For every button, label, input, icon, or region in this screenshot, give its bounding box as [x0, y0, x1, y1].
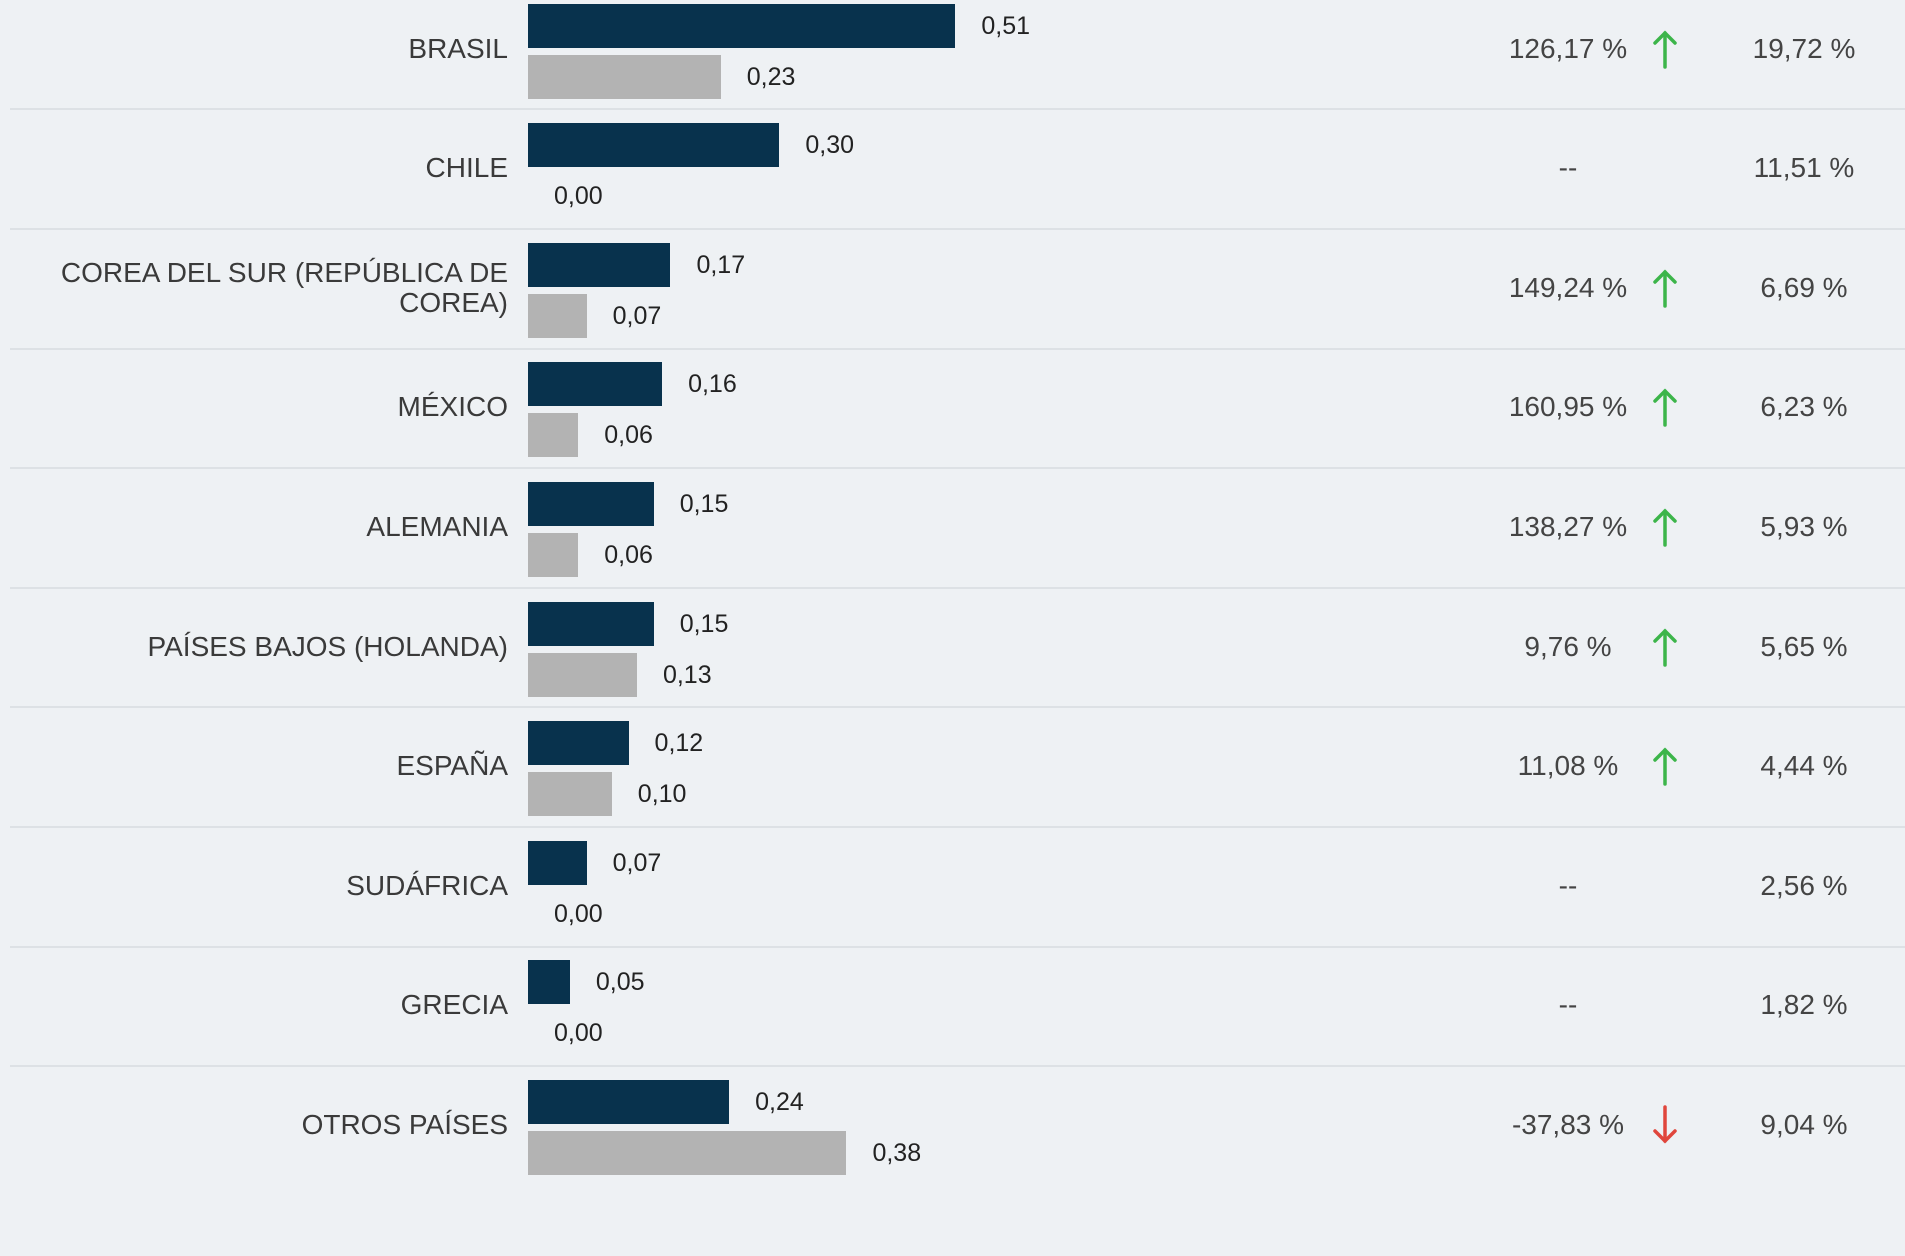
row-separator [10, 706, 1905, 709]
country-label: COREA DEL SUR (REPÚBLICA DE COREA) [60, 256, 508, 318]
change: 149,24 % [1508, 271, 1628, 303]
country-label: MÉXICO [397, 391, 508, 423]
country-label: BRASIL [408, 32, 508, 64]
bar-value-label: 0,06 [604, 421, 653, 450]
row-separator [10, 467, 1905, 470]
row-separator [10, 826, 1905, 828]
trend-arrow [1652, 29, 1678, 69]
bar-value-label: 0,38 [872, 1139, 922, 1167]
bar-value-label: 0,15 [679, 609, 729, 638]
trend-arrow [1652, 627, 1678, 667]
arrow-icon [1653, 508, 1677, 547]
row-separator [10, 586, 1905, 589]
share: 5,93 % [1760, 511, 1848, 542]
bar-previous [528, 652, 637, 697]
bar-current [528, 960, 570, 1005]
change: -- [1558, 152, 1578, 184]
bar-value-label: 0,51 [981, 11, 1031, 40]
bar-current [528, 721, 629, 766]
bar-current [528, 482, 654, 526]
bar-value-label: 0,07 [612, 848, 662, 877]
bar-previous [528, 54, 721, 99]
share: 4,44 % [1760, 750, 1848, 782]
bar-current [528, 242, 671, 287]
change: 9,76 % [1524, 630, 1612, 662]
bar-value-label: 0,30 [805, 131, 855, 160]
share: 19,72 % [1752, 32, 1856, 64]
arrow-icon [1653, 30, 1677, 69]
share: 9,04 % [1760, 1109, 1848, 1140]
change: -- [1558, 869, 1578, 901]
country-label: SUDÁFRICA [346, 869, 508, 901]
bar-current [528, 1080, 730, 1124]
trend-arrow [1652, 746, 1678, 786]
country-label: CHILE [425, 152, 508, 184]
share: 6,69 % [1760, 271, 1848, 303]
arrow-icon [1653, 388, 1677, 428]
row-separator [10, 945, 1905, 948]
arrow-icon [1653, 1105, 1677, 1144]
share: 5,65 % [1760, 630, 1848, 662]
trend-arrow [1652, 387, 1678, 428]
bar-value-label: 0,13 [662, 660, 712, 689]
bar-current [528, 601, 654, 646]
bar-previous [528, 772, 612, 817]
bar-value-label: 0,23 [746, 62, 796, 91]
bar-value-label: 0,00 [554, 1019, 603, 1048]
change: 11,08 % [1517, 750, 1619, 782]
bar-value-label: 0,10 [637, 780, 687, 809]
bar-current [528, 362, 663, 407]
trend-arrow [1652, 507, 1678, 547]
bar-current [528, 3, 956, 48]
bar-value-label: 0,16 [688, 370, 737, 399]
change: 160,95 % [1508, 391, 1628, 423]
country-label: PAÍSES BAJOS (HOLANDA) [147, 630, 508, 662]
row-separator [10, 1065, 1905, 1068]
change: 138,27 % [1508, 511, 1628, 542]
trend-arrow [1652, 1105, 1678, 1145]
country-label: OTROS PAÍSES [301, 1109, 508, 1140]
row-separator [10, 347, 1905, 350]
row-separator [10, 228, 1905, 230]
trend-arrow [1652, 268, 1678, 308]
change: -37,83 % [1511, 1109, 1625, 1140]
bar-value-label: 0,17 [696, 250, 746, 279]
arrow-icon [1653, 747, 1677, 786]
share: 1,82 % [1760, 989, 1848, 1021]
bar-value-label: 0,00 [554, 899, 603, 928]
bar-value-label: 0,06 [604, 541, 653, 569]
share: 11,51 % [1753, 152, 1855, 184]
row-separator [10, 108, 1905, 111]
bar-value-label: 0,00 [554, 182, 603, 211]
bar-value-label: 0,05 [595, 968, 645, 997]
bar-previous [528, 1131, 847, 1175]
country-label: ESPAÑA [396, 750, 508, 782]
arrow-icon [1653, 269, 1677, 308]
share: 2,56 % [1760, 869, 1848, 901]
country-label: ALEMANIA [366, 511, 508, 542]
bar-previous [528, 293, 587, 338]
bar-current [528, 123, 780, 168]
country-label: GRECIA [400, 989, 508, 1021]
bar-value-label: 0,15 [679, 490, 729, 518]
arrow-icon [1653, 628, 1677, 667]
share: 6,23 % [1760, 391, 1848, 423]
bar-value-label: 0,12 [654, 729, 704, 758]
change: 126,17 % [1508, 32, 1628, 64]
bar-previous [528, 533, 579, 577]
bar-current [528, 840, 587, 885]
bar-value-label: 0,24 [755, 1088, 804, 1116]
bar-previous [528, 413, 579, 458]
bar-value-label: 0,07 [612, 301, 662, 330]
change: -- [1558, 989, 1578, 1021]
